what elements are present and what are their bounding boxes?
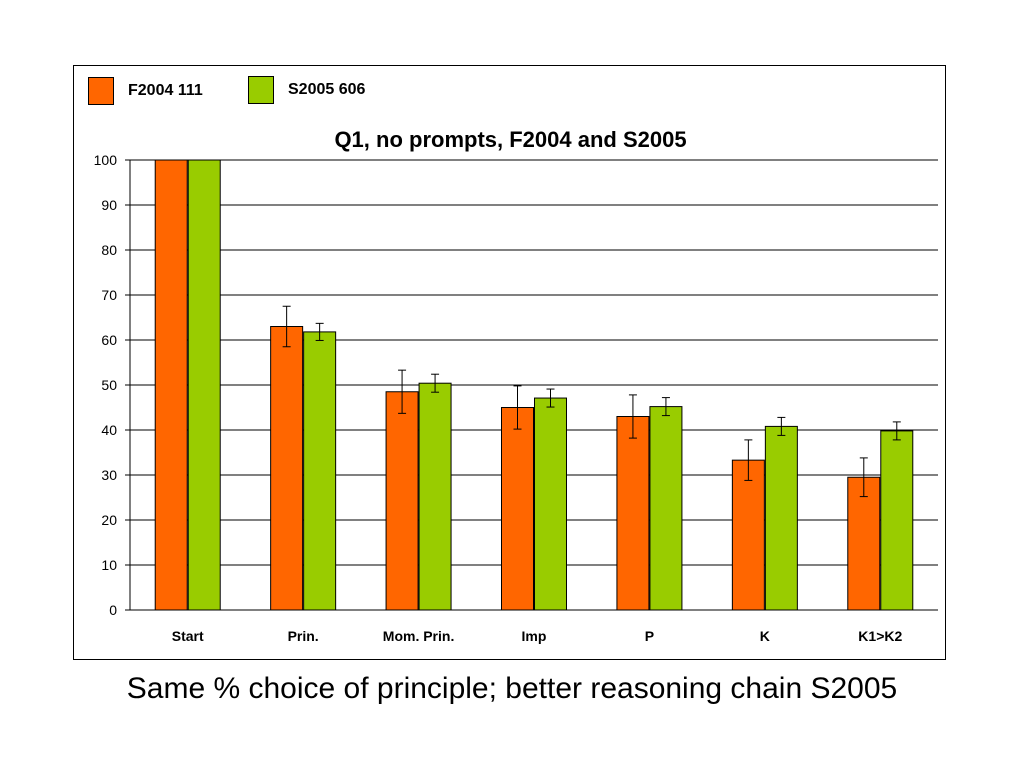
legend-label-f2004: F2004 111: [128, 82, 203, 99]
y-tick-label-90: 90: [101, 197, 117, 213]
y-tick-label-80: 80: [101, 242, 117, 258]
bar-f2004-111-p: [616, 416, 650, 611]
y-tick-label-10: 10: [101, 557, 117, 573]
x-tick-label-k: K: [760, 628, 770, 644]
bar-s2005-606-start: [187, 159, 221, 611]
y-tick-label-40: 40: [101, 422, 117, 438]
legend-item-f2004: F2004 111: [88, 77, 203, 105]
x-tick-label-prin: Prin.: [288, 628, 319, 644]
x-tick-label-mom-prin: Mom. Prin.: [383, 628, 455, 644]
chart-plot: 0 10 20 30 40 50 60 70 80 90 100 Start Prin. Mom. Pri…: [94, 152, 938, 644]
y-tick-label-0: 0: [109, 602, 117, 618]
y-tick-label-50: 50: [101, 377, 117, 393]
y-tick-label-20: 20: [101, 512, 117, 528]
legend-swatch-s2005: [248, 76, 274, 104]
bar-s2005-606-k1-k2: [880, 430, 914, 611]
y-tick-label-30: 30: [101, 467, 117, 483]
bar-f2004-111-k: [731, 459, 765, 611]
bar-s2005-606-k: [764, 425, 798, 611]
bar-s2005-606-mom-prin: [418, 382, 452, 611]
bar-s2005-606-prin: [303, 331, 337, 611]
x-tick-label-p: P: [645, 628, 654, 644]
legend-label-s2005: S2005 606: [288, 81, 366, 98]
bar-s2005-606-imp: [534, 397, 567, 611]
bar-s2005-606-p: [649, 406, 683, 611]
bar-f2004-111-imp: [501, 407, 534, 611]
y-tick-label-70: 70: [101, 287, 117, 303]
y-tick-label-100: 100: [94, 152, 118, 168]
bar-f2004-111-k1-k2: [847, 476, 881, 611]
x-tick-label-start: Start: [172, 628, 204, 644]
bar-f2004-111-start: [154, 159, 188, 611]
chart-title: Q1, no prompts, F2004 and S2005: [334, 127, 687, 152]
slide-caption: Same % choice of principle; better reaso…: [126, 672, 898, 705]
bar-f2004-111-mom-prin: [385, 391, 419, 611]
bar-f2004-111-prin: [270, 326, 304, 611]
legend-item-s2005: S2005 606: [248, 76, 365, 104]
y-tick-label-60: 60: [101, 332, 117, 348]
legend-swatch-f2004: [88, 77, 114, 105]
chart-frame: F2004 111 S2005 606 Q1, no prompts, F200…: [73, 65, 946, 660]
x-tick-label-imp: Imp: [522, 628, 547, 644]
x-tick-label-k1-k2: K1>K2: [858, 628, 902, 644]
